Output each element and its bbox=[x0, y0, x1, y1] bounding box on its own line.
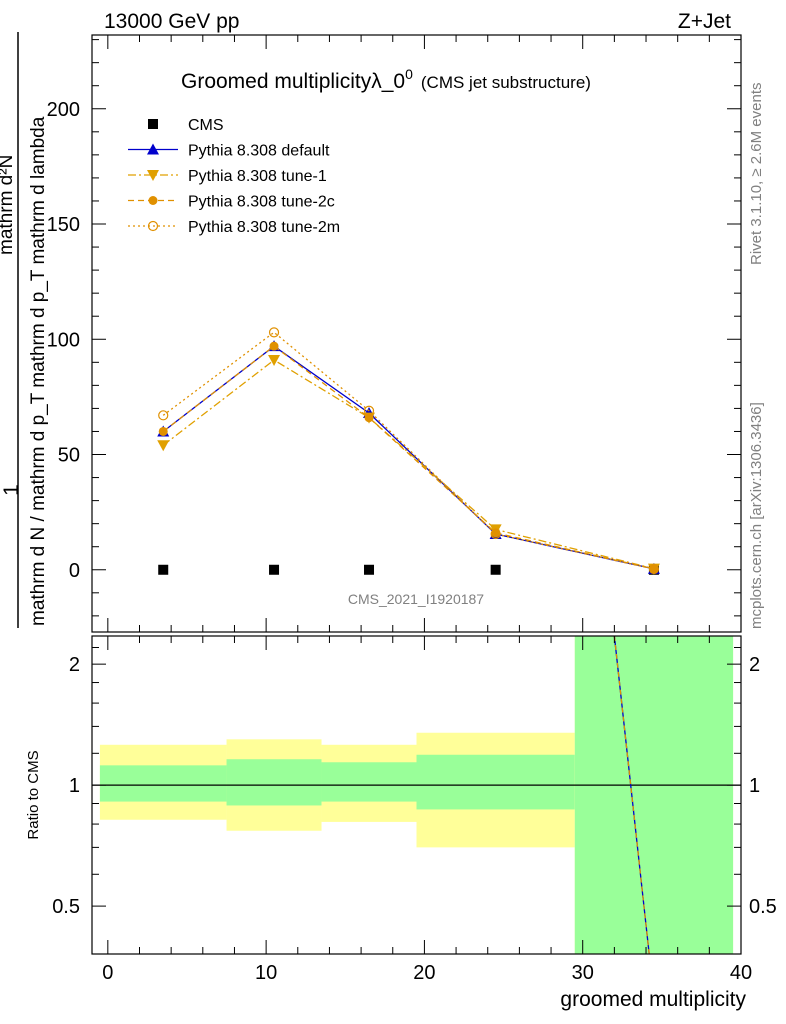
legend-label: Pythia 8.308 tune-1 bbox=[188, 168, 327, 185]
data-point bbox=[490, 528, 501, 540]
ratio-panel: 0.5 0.5 1 1 2 2 0 10 20 30 40 Ratio to CMS groome… bbox=[25, 635, 777, 1011]
main-series-group bbox=[157, 327, 660, 575]
ratio-band-green bbox=[99, 765, 227, 802]
ratio-line-default bbox=[613, 635, 650, 955]
x-tick-label: 20 bbox=[413, 962, 435, 984]
data-point bbox=[268, 355, 281, 367]
main-y-tick-label: 150 bbox=[47, 214, 80, 236]
main-ylabel: 1 mathrm d²N mathrm d N / mathrm d p_T m… bbox=[0, 32, 49, 628]
legend-marker bbox=[148, 119, 158, 129]
series-line bbox=[162, 345, 655, 570]
data-point bbox=[490, 564, 501, 575]
watermark-label: CMS_2021_I1920187 bbox=[348, 591, 484, 607]
ratio-y-tick-label: 1 bbox=[69, 775, 80, 797]
legend-marker bbox=[147, 143, 159, 155]
ylabel-denominator: mathrm d N / mathrm d p_T mathrm d p_T m… bbox=[28, 116, 49, 626]
x-tick-label: 40 bbox=[730, 962, 752, 984]
legend: CMS Pythia 8.308 default Pythia 8.308 tune… bbox=[128, 117, 340, 236]
data-point bbox=[648, 563, 660, 575]
data-point bbox=[364, 413, 374, 423]
data-point bbox=[268, 327, 280, 338]
x-axis-label: groomed multiplicity bbox=[560, 988, 746, 1011]
main-y-tick-label: 50 bbox=[58, 445, 80, 467]
x-tick-label: 0 bbox=[102, 962, 113, 984]
chart-title-main: Groomed multiplicityλ_0 bbox=[181, 70, 405, 93]
legend-label: Pythia 8.308 tune-2m bbox=[188, 219, 340, 236]
legend-marker bbox=[148, 196, 158, 205]
ratio-band-green bbox=[574, 636, 734, 954]
ratio-frame bbox=[91, 635, 742, 955]
data-point bbox=[269, 341, 279, 351]
process-label: Z+Jet bbox=[678, 10, 731, 33]
legend-label: CMS bbox=[188, 117, 224, 134]
ylabel-numerator: mathrm d²N bbox=[0, 155, 17, 255]
chart-title: Groomed multiplicityλ_00 (CMS jet substru… bbox=[181, 66, 591, 93]
ratio-bands bbox=[99, 636, 734, 954]
rivet-label: Rivet 3.1.10, ≥ 2.6M events bbox=[748, 83, 765, 266]
series-line bbox=[162, 331, 655, 570]
ratio-y-tick-label-right: 2 bbox=[749, 654, 760, 676]
legend-label: Pythia 8.308 tune-2c bbox=[188, 194, 335, 211]
main-y-ticks: 0 50 100 150 200 bbox=[47, 39, 741, 617]
data-point bbox=[158, 426, 168, 436]
data-point bbox=[158, 564, 169, 575]
data-point bbox=[269, 564, 280, 575]
ratio-y-tick-label: 2 bbox=[69, 654, 80, 676]
ratio-band-green bbox=[226, 759, 322, 806]
series-line bbox=[162, 345, 655, 570]
data-point bbox=[157, 440, 170, 452]
energy-label: 13000 GeV pp bbox=[104, 10, 239, 33]
ratio-y-tick-label-right: 0.5 bbox=[749, 896, 777, 918]
ratio-band-green bbox=[416, 754, 575, 810]
data-point bbox=[363, 405, 375, 416]
data-point bbox=[158, 410, 169, 421]
main-frame bbox=[91, 34, 742, 633]
ratio-band-green bbox=[321, 762, 417, 802]
main-x-ticks bbox=[107, 35, 742, 632]
ratio-y-ticks: 0.5 0.5 1 1 2 2 bbox=[52, 647, 777, 918]
x-tick-label: 30 bbox=[572, 962, 594, 984]
chart-subtitle: (CMS jet substructure) bbox=[421, 73, 591, 92]
ratio-x-ticks: 0 10 20 30 40 bbox=[102, 636, 752, 984]
main-y-tick-label: 200 bbox=[47, 99, 80, 121]
series-line bbox=[162, 359, 655, 570]
x-tick-label: 10 bbox=[255, 962, 277, 984]
legend-marker bbox=[147, 170, 159, 181]
legend-label: Pythia 8.308 default bbox=[188, 143, 330, 160]
chart-title-superscript: 0 bbox=[405, 66, 413, 82]
mcplots-label: mcplots.cern.ch [arXiv:1306.3436] bbox=[748, 402, 765, 629]
main-y-tick-label: 0 bbox=[69, 560, 80, 582]
ratio-ylabel: Ratio to CMS bbox=[25, 750, 42, 839]
ylabel-prefix: 1 bbox=[0, 484, 23, 496]
legend-marker bbox=[147, 220, 159, 232]
main-y-tick-label: 100 bbox=[47, 329, 80, 351]
data-point bbox=[364, 564, 375, 575]
ratio-y-tick-label: 0.5 bbox=[52, 896, 80, 918]
ratio-y-tick-label-right: 1 bbox=[749, 775, 760, 797]
